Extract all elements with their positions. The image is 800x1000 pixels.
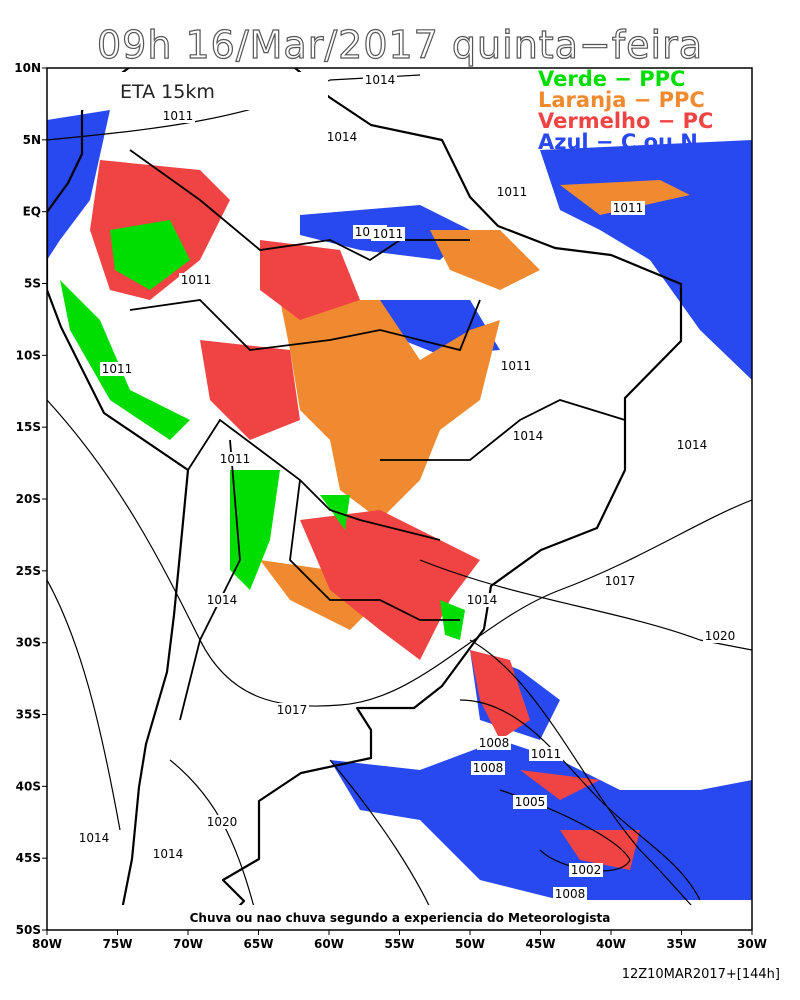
isobar-label-bg — [603, 574, 637, 588]
isobar-label-bg — [477, 736, 511, 750]
isobar-label: 1011 — [181, 273, 212, 287]
isobar-label: 1014 — [677, 438, 708, 452]
isobar-label-bg — [675, 438, 709, 452]
lon-tick-label: 35W — [667, 937, 697, 951]
isobar-label: 1014 — [327, 130, 358, 144]
map-note: Chuva ou nao chuva segundo a experiencia… — [190, 911, 611, 925]
isobar-label: 1008 — [479, 736, 510, 750]
isobar-label: 1017 — [605, 574, 636, 588]
isobar-label-bg — [218, 452, 252, 466]
isobar-label: 1011 — [531, 747, 562, 761]
isobar-label: 1011 — [163, 109, 194, 123]
lat-tick-label: EQ — [23, 205, 41, 219]
lat-tick-label: 30S — [16, 636, 41, 650]
isobar-label: 1011 — [497, 185, 528, 199]
isobar-label-bg — [205, 593, 239, 607]
model-label: ETA 15km — [120, 81, 215, 103]
isobar-label: 1011 — [102, 362, 133, 376]
isobar-label: 1002 — [571, 863, 602, 877]
isobar-label: 1014 — [365, 73, 396, 87]
isobar-label: 1020 — [207, 815, 238, 829]
lon-tick-label: 50W — [455, 937, 485, 951]
lon-tick-label: 45W — [526, 937, 556, 951]
isobar-label: 1014 — [467, 593, 498, 607]
lon-tick-label: 65W — [244, 937, 274, 951]
isobar-label: 1011 — [220, 452, 251, 466]
isobar-label: 1014 — [153, 847, 184, 861]
isobar-label: 1008 — [555, 887, 586, 901]
isobar-label-bg — [471, 761, 505, 775]
lat-tick-label: 10S — [16, 348, 41, 362]
lat-tick-label: 10N — [14, 61, 41, 75]
lat-tick-label: 50S — [16, 923, 41, 937]
isobar-label-bg — [703, 629, 737, 643]
isobar-label-bg — [371, 227, 405, 241]
isobar-label-bg — [569, 863, 603, 877]
title: 09h 16/Mar/2017 quinta−feira — [97, 23, 703, 67]
lat-tick-label: 25S — [16, 564, 41, 578]
isobar-label-bg — [151, 847, 185, 861]
isobar-label: 1011 — [501, 359, 532, 373]
lat-tick-label: 15S — [16, 420, 41, 434]
isobar-label: 1014 — [513, 429, 544, 443]
lat-tick-label: 5S — [24, 277, 41, 291]
lon-tick-label: 55W — [385, 937, 415, 951]
lon-tick-label: 30W — [737, 937, 767, 951]
isobar-label-bg — [275, 703, 309, 717]
lon-tick-label: 40W — [596, 937, 626, 951]
map-area — [47, 68, 752, 930]
isobar-label-bg — [511, 429, 545, 443]
isobar-label: 1008 — [473, 761, 504, 775]
isobar-label-bg — [325, 130, 359, 144]
isobar-label-bg — [611, 201, 645, 215]
legend-entry: Verde − PPC — [538, 67, 685, 91]
isobar-label-bg — [465, 593, 499, 607]
isobar-label-bg — [495, 185, 529, 199]
isobar-label: 1011 — [613, 201, 644, 215]
lat-tick-label: 5N — [23, 133, 41, 147]
label-box — [52, 72, 328, 110]
lon-tick-label: 80W — [32, 937, 62, 951]
isobar-label: 1017 — [277, 703, 308, 717]
isobar-label-bg — [161, 109, 195, 123]
isobar-label-bg — [499, 359, 533, 373]
lat-tick-label: 20S — [16, 492, 41, 506]
lon-tick-label: 75W — [103, 937, 133, 951]
legend-entry: Vermelho − PC — [538, 109, 713, 133]
run-label: 12Z10MAR2017+[144h] — [622, 967, 780, 982]
isobar-label-bg — [179, 273, 213, 287]
isobar-label-bg — [205, 815, 239, 829]
isobar-label-bg — [100, 362, 134, 376]
isobar-label: 1011 — [373, 227, 404, 241]
isobar-label-bg — [77, 831, 111, 845]
isobar-label: 1020 — [705, 629, 736, 643]
legend-entry: Azul − C ou N — [538, 130, 698, 154]
isobar-label-bg — [529, 747, 563, 761]
isobar-label: 1005 — [515, 795, 546, 809]
lon-tick-label: 60W — [314, 937, 344, 951]
lon-tick-label: 70W — [173, 937, 203, 951]
lat-tick-label: 45S — [16, 851, 41, 865]
isobar-label-bg — [553, 887, 587, 901]
isobar-label: 1014 — [207, 593, 238, 607]
lat-tick-label: 40S — [16, 779, 41, 793]
isobar-label-bg — [363, 73, 397, 87]
legend-entry: Laranja − PPC — [538, 88, 705, 112]
isobar-label: 1014 — [79, 831, 110, 845]
lat-tick-label: 35S — [16, 708, 41, 722]
isobar-label-bg — [513, 795, 547, 809]
